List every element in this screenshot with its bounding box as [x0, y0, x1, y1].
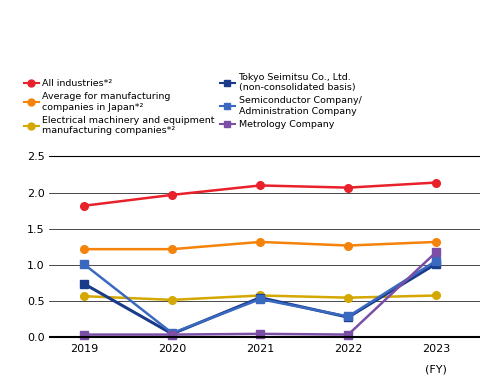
- Text: (FY): (FY): [425, 365, 447, 375]
- Legend: All industries*², Average for manufacturing
companies in Japan*², Electrical mac: All industries*², Average for manufactur…: [24, 73, 362, 135]
